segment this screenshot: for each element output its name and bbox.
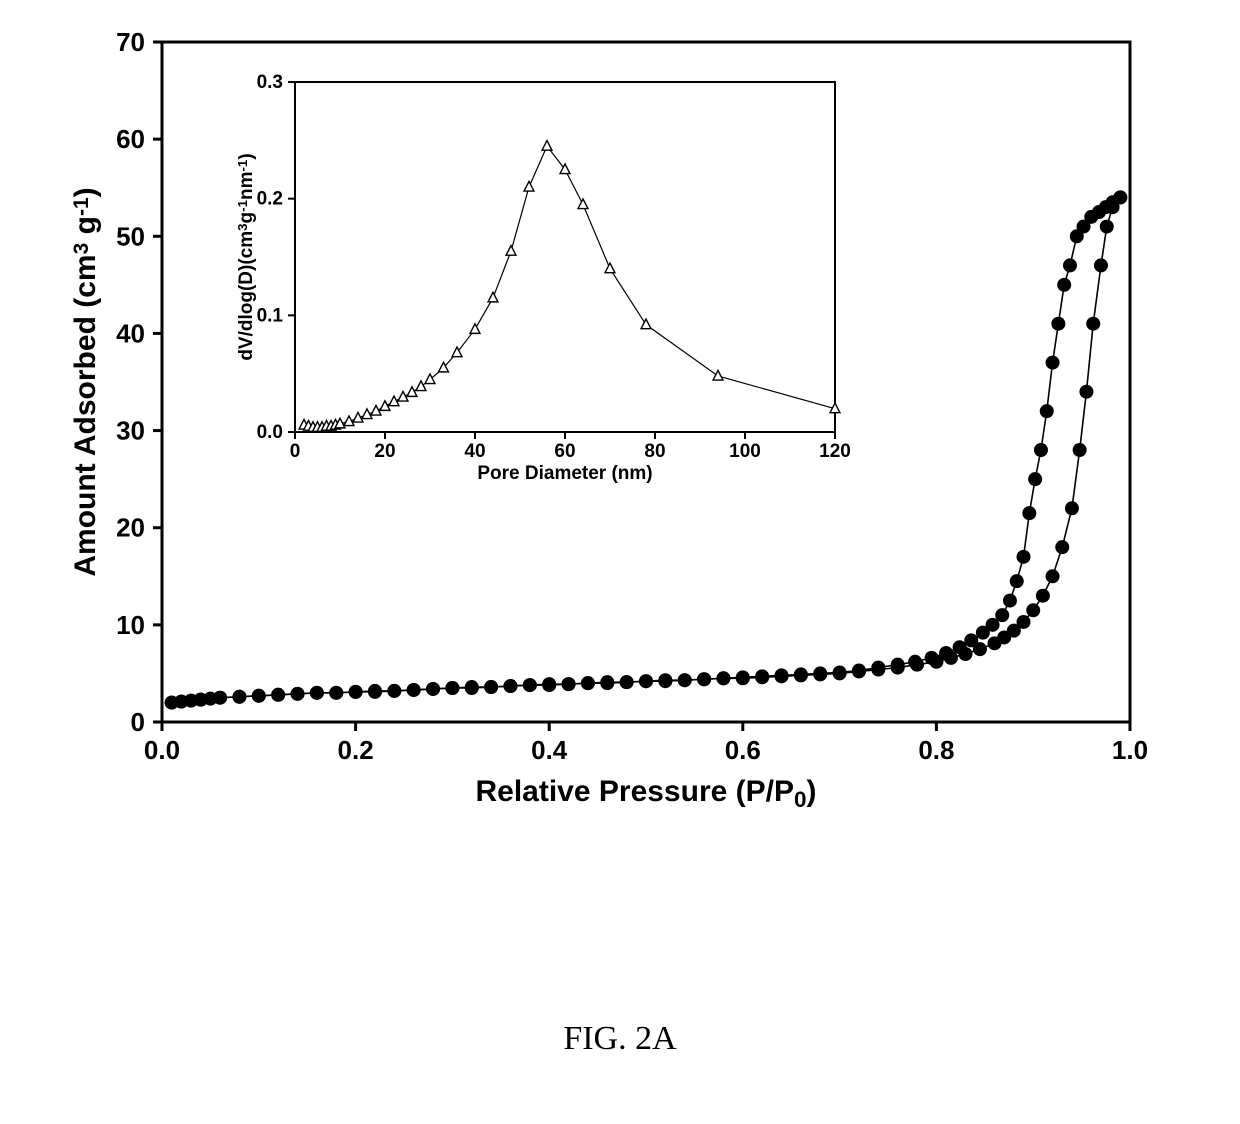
- main-ytick-label: 20: [116, 513, 145, 543]
- main-xtick-label: 0.4: [531, 735, 568, 765]
- adsorption-marker: [1079, 385, 1093, 399]
- inset-ytick-label: 0.1: [257, 305, 284, 326]
- desorption-marker: [387, 684, 401, 698]
- main-xlabel: Relative Pressure (P/P0): [475, 775, 816, 812]
- desorption-marker: [165, 696, 179, 710]
- main-ytick-label: 60: [116, 124, 145, 154]
- desorption-marker: [794, 667, 808, 681]
- desorption-marker: [232, 690, 246, 704]
- adsorption-marker: [1073, 443, 1087, 457]
- desorption-marker: [1070, 229, 1084, 243]
- desorption-marker: [813, 666, 827, 680]
- desorption-marker: [1003, 594, 1017, 608]
- desorption-marker: [1022, 506, 1036, 520]
- main-xtick-label: 1.0: [1112, 735, 1148, 765]
- desorption-marker: [542, 677, 556, 691]
- figure-svg: 0.0 0.2 0.4 0.6 0.8 1.0 0 10 20 30 40 50 60 70 Relativ…: [0, 0, 1240, 1124]
- desorption-marker: [620, 675, 634, 689]
- inset-xtick-label: 60: [554, 441, 575, 462]
- desorption-marker: [1051, 317, 1065, 331]
- inset-xlabel: Pore Diameter (nm): [477, 463, 652, 484]
- main-ytick-label: 30: [116, 416, 145, 446]
- desorption-marker: [310, 686, 324, 700]
- desorption-marker: [639, 674, 653, 688]
- main-ytick-label: 40: [116, 318, 145, 348]
- desorption-marker: [349, 685, 363, 699]
- inset-xtick-label: 0: [290, 441, 301, 462]
- inset-ytick-label: 0.0: [257, 422, 283, 443]
- desorption-marker: [562, 677, 576, 691]
- desorption-marker: [925, 651, 939, 665]
- desorption-marker: [271, 688, 285, 702]
- desorption-marker: [697, 672, 711, 686]
- main-ytick-label: 70: [116, 27, 145, 57]
- desorption-marker: [852, 664, 866, 678]
- adsorption-marker: [1065, 501, 1079, 515]
- inset-ytick-label: 0.2: [257, 189, 283, 210]
- inset-xtick-label: 20: [374, 441, 395, 462]
- desorption-marker: [368, 684, 382, 698]
- adsorption-marker: [1094, 258, 1108, 272]
- desorption-marker: [1028, 472, 1042, 486]
- desorption-marker: [1046, 356, 1060, 370]
- desorption-marker: [976, 626, 990, 640]
- main-xtick-label: 0.6: [725, 735, 761, 765]
- main-ytick-label: 50: [116, 221, 145, 251]
- desorption-marker: [1063, 258, 1077, 272]
- desorption-marker: [445, 681, 459, 695]
- desorption-marker: [581, 676, 595, 690]
- adsorption-marker: [1036, 589, 1050, 603]
- desorption-marker: [194, 693, 208, 707]
- inset-xtick-label: 80: [644, 441, 665, 462]
- desorption-marker: [484, 680, 498, 694]
- inset-bg: [295, 82, 835, 432]
- adsorption-marker: [1086, 317, 1100, 331]
- adsorption-marker: [1046, 569, 1060, 583]
- desorption-marker: [503, 679, 517, 693]
- main-ytick-label: 0: [131, 707, 145, 737]
- inset-xtick-label: 120: [819, 441, 851, 462]
- desorption-marker: [329, 686, 343, 700]
- desorption-marker: [1017, 550, 1031, 564]
- desorption-marker: [1057, 278, 1071, 292]
- desorption-marker: [891, 658, 905, 672]
- desorption-marker: [523, 678, 537, 692]
- inset-ytick-label: 0.3: [257, 72, 283, 93]
- adsorption-marker: [1026, 603, 1040, 617]
- desorption-marker: [600, 675, 614, 689]
- main-ytick-label: 10: [116, 610, 145, 640]
- inset-ylabel: dV/dlog(D)(cm3g-1nm-1): [235, 153, 257, 360]
- desorption-marker: [833, 665, 847, 679]
- desorption-marker: [775, 668, 789, 682]
- main-ylabel: Amount Adsorbed (cm3 g-1): [69, 187, 102, 576]
- desorption-marker: [213, 691, 227, 705]
- desorption-marker: [426, 682, 440, 696]
- desorption-marker: [465, 680, 479, 694]
- desorption-marker: [252, 689, 266, 703]
- desorption-marker: [1040, 404, 1054, 418]
- desorption-marker: [908, 655, 922, 669]
- desorption-marker: [407, 683, 421, 697]
- desorption-marker: [1010, 574, 1024, 588]
- desorption-marker: [953, 640, 967, 654]
- main-xtick-label: 0.2: [338, 735, 374, 765]
- desorption-marker: [871, 661, 885, 675]
- adsorption-marker: [1017, 615, 1031, 629]
- desorption-marker: [755, 669, 769, 683]
- desorption-marker: [658, 673, 672, 687]
- desorption-marker: [939, 646, 953, 660]
- figure-page: 0.0 0.2 0.4 0.6 0.8 1.0 0 10 20 30 40 50 60 70 Relativ…: [0, 0, 1240, 1124]
- adsorption-marker: [1055, 540, 1069, 554]
- inset-xtick-label: 100: [729, 441, 761, 462]
- main-xtick-label: 0.0: [144, 735, 180, 765]
- inset-xtick-label: 40: [464, 441, 485, 462]
- desorption-marker: [291, 687, 305, 701]
- desorption-marker: [716, 671, 730, 685]
- desorption-marker: [678, 673, 692, 687]
- figure-caption: FIG. 2A: [0, 1020, 1240, 1058]
- desorption-marker: [736, 670, 750, 684]
- adsorption-marker: [1100, 220, 1114, 234]
- main-xtick-label: 0.8: [918, 735, 954, 765]
- desorption-marker: [1034, 443, 1048, 457]
